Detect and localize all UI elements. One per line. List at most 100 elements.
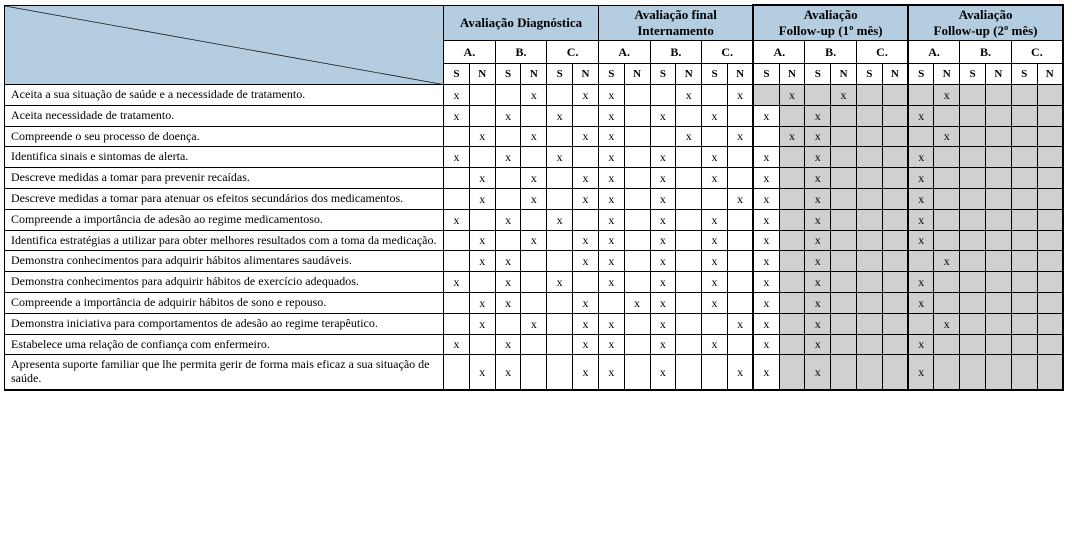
mark-cell (882, 251, 908, 272)
mark-cell (1037, 126, 1063, 147)
mark-cell: x (650, 355, 676, 390)
phase-header: Avaliação Diagnóstica (444, 5, 599, 41)
mark-cell: x (573, 292, 599, 313)
mark-cell (727, 251, 753, 272)
mark-cell: x (547, 105, 573, 126)
mark-cell (882, 292, 908, 313)
mark-cell (650, 126, 676, 147)
mark-cell (573, 147, 599, 168)
mark-cell: x (598, 334, 624, 355)
mark-cell: x (702, 105, 728, 126)
mark-cell: x (702, 334, 728, 355)
mark-cell (521, 355, 547, 390)
mark-cell (469, 209, 495, 230)
mark-cell (779, 334, 805, 355)
mark-cell: x (469, 251, 495, 272)
mark-cell (727, 334, 753, 355)
mark-cell (469, 85, 495, 106)
mark-cell (985, 313, 1011, 334)
mark-cell: x (598, 85, 624, 106)
mark-cell: x (753, 313, 779, 334)
mark-cell (1037, 147, 1063, 168)
mark-cell: x (908, 272, 934, 293)
mark-cell (985, 230, 1011, 251)
mark-cell: x (779, 126, 805, 147)
mark-cell (444, 313, 470, 334)
mark-cell: x (521, 188, 547, 209)
mark-cell: x (727, 188, 753, 209)
mark-cell (779, 188, 805, 209)
mark-cell (521, 251, 547, 272)
mark-cell: x (469, 126, 495, 147)
mark-cell (624, 313, 650, 334)
mark-cell (727, 209, 753, 230)
mark-cell (856, 188, 882, 209)
mark-cell: x (650, 147, 676, 168)
mark-cell (1037, 272, 1063, 293)
mark-cell (676, 334, 702, 355)
mark-cell: x (598, 251, 624, 272)
mark-cell (521, 292, 547, 313)
mark-cell: x (469, 355, 495, 390)
mark-cell (908, 85, 934, 106)
sn-header: N (624, 64, 650, 85)
mark-cell: x (805, 168, 831, 189)
row-label: Demonstra conhecimentos para adquirir há… (5, 251, 444, 272)
mark-cell (856, 209, 882, 230)
mark-cell (702, 85, 728, 106)
mark-cell: x (908, 334, 934, 355)
mark-cell (624, 334, 650, 355)
sn-header: S (702, 64, 728, 85)
mark-cell (882, 230, 908, 251)
row-label: Compreende o seu processo de doença. (5, 126, 444, 147)
mark-cell: x (573, 355, 599, 390)
mark-cell (676, 209, 702, 230)
mark-cell (856, 126, 882, 147)
mark-cell: x (753, 168, 779, 189)
mark-cell: x (495, 105, 521, 126)
mark-cell (727, 105, 753, 126)
sn-header: N (779, 64, 805, 85)
mark-cell (985, 355, 1011, 390)
mark-cell: x (805, 209, 831, 230)
mark-cell (702, 188, 728, 209)
mark-cell (444, 292, 470, 313)
mark-cell (882, 334, 908, 355)
mark-cell (985, 209, 1011, 230)
mark-cell (624, 355, 650, 390)
mark-cell (624, 147, 650, 168)
mark-cell (960, 251, 986, 272)
mark-cell: x (727, 85, 753, 106)
mark-cell (831, 251, 857, 272)
mark-cell: x (805, 292, 831, 313)
mark-cell (779, 105, 805, 126)
mark-cell (444, 188, 470, 209)
mark-cell: x (598, 188, 624, 209)
mark-cell: x (908, 147, 934, 168)
mark-cell (779, 209, 805, 230)
mark-cell: x (650, 313, 676, 334)
mark-cell (444, 230, 470, 251)
mark-cell (856, 105, 882, 126)
mark-cell (882, 209, 908, 230)
mark-cell (856, 355, 882, 390)
mark-cell: x (521, 230, 547, 251)
mark-cell (831, 168, 857, 189)
mark-cell (1011, 209, 1037, 230)
mark-cell: x (702, 209, 728, 230)
mark-cell (934, 272, 960, 293)
mark-cell: x (521, 126, 547, 147)
sn-header: S (960, 64, 986, 85)
mark-cell (624, 230, 650, 251)
sn-header: N (676, 64, 702, 85)
mark-cell: x (650, 334, 676, 355)
sn-header: S (444, 64, 470, 85)
mark-cell: x (495, 272, 521, 293)
mark-cell: x (573, 334, 599, 355)
mark-cell (1011, 272, 1037, 293)
mark-cell: x (495, 292, 521, 313)
mark-cell: x (495, 251, 521, 272)
mark-cell (676, 355, 702, 390)
person-header: A. (444, 41, 496, 64)
mark-cell (469, 105, 495, 126)
